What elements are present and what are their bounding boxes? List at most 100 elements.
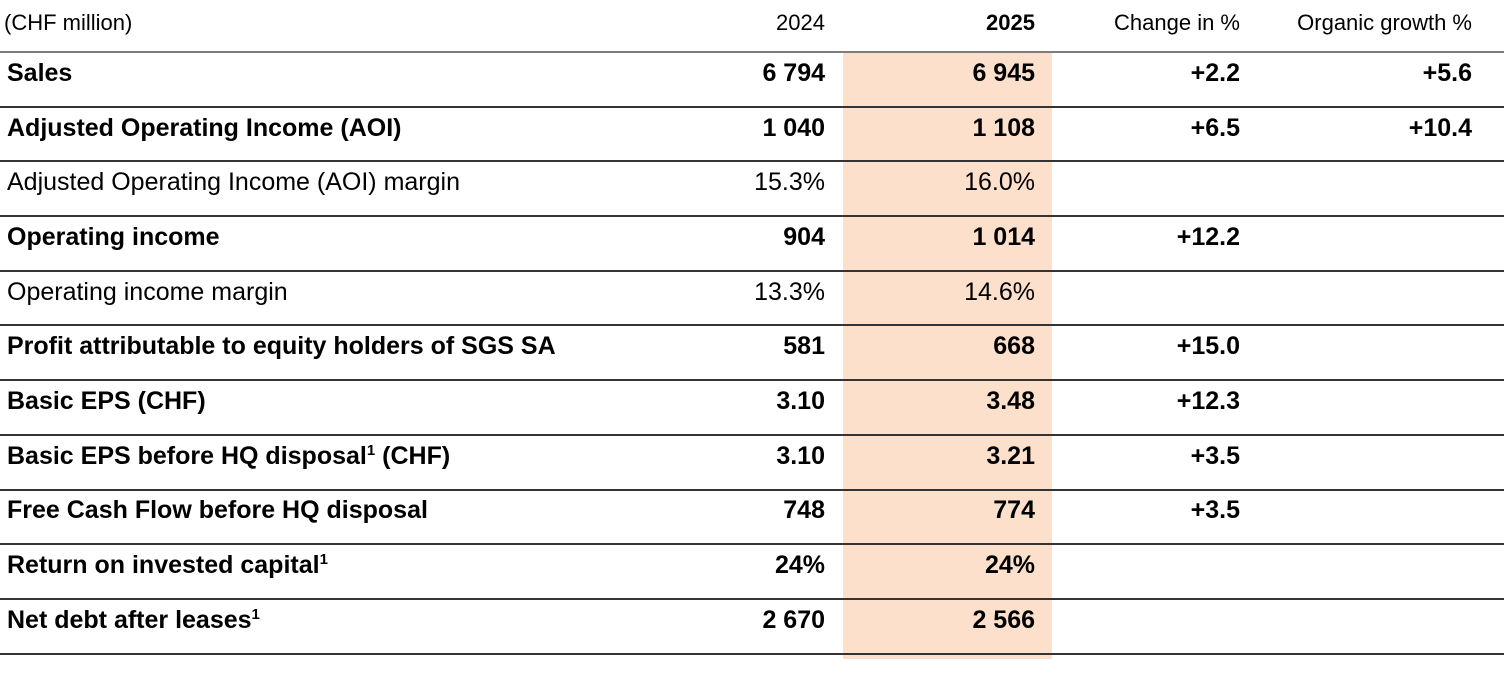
gap-cell <box>825 325 843 382</box>
row-label: Operating income margin <box>7 277 288 306</box>
row-label: Basic EPS (CHF) <box>7 386 206 415</box>
organic-growth-cell <box>1240 161 1504 218</box>
value-2024-cell: 6 794 <box>712 52 825 108</box>
table-row: Basic EPS before HQ disposal1 (CHF) 3.10… <box>0 434 1504 491</box>
header-row: (CHF million) 2024 2025 Change in % Orga… <box>0 0 1504 53</box>
footnote-marker: 1 <box>251 605 260 623</box>
value-2025-cell: 2 566 <box>843 598 1052 655</box>
table-row: Basic EPS (CHF) 3.10 3.48 +12.3 <box>0 380 1504 436</box>
change-percent-cell: +12.2 <box>1052 216 1240 272</box>
table-row: Profit attributable to equity holders of… <box>0 325 1504 382</box>
table-header: (CHF million) 2024 2025 Change in % Orga… <box>0 0 1504 53</box>
footnote-marker: 1 <box>366 441 376 459</box>
value-2024-cell: 748 <box>712 489 825 546</box>
row-label-cell: Free Cash Flow before HQ disposal <box>0 489 712 546</box>
value-2025-cell: 1 014 <box>843 216 1052 272</box>
row-label-cell: Net debt after leases1 <box>0 598 712 655</box>
change-percent-cell: +6.5 <box>1052 106 1240 163</box>
organic-growth-cell <box>1240 544 1504 600</box>
table-row: Free Cash Flow before HQ disposal 748 77… <box>0 489 1504 546</box>
value-2025-cell: 16.0% <box>843 161 1052 218</box>
organic-growth-cell <box>1240 325 1504 382</box>
value-2025-cell: 6 945 <box>843 52 1052 108</box>
row-label: Net debt after leases <box>7 605 252 634</box>
table-row: Operating income margin 13.3% 14.6% <box>0 270 1504 327</box>
row-label-cell: Operating income margin <box>0 270 712 327</box>
row-label-cell: Basic EPS before HQ disposal1 (CHF) <box>0 434 712 491</box>
value-2024-cell: 24% <box>712 544 825 600</box>
change-percent-cell: +3.5 <box>1052 489 1240 546</box>
table-row: Adjusted Operating Income (AOI) 1 040 1 … <box>0 106 1504 163</box>
row-label-cell: Sales <box>0 52 712 108</box>
organic-growth-cell <box>1240 598 1504 655</box>
table-footer <box>0 653 1504 659</box>
change-percent-cell <box>1052 544 1240 600</box>
organic-growth-cell <box>1240 270 1504 327</box>
organic-growth-cell <box>1240 380 1504 436</box>
row-label-suffix: (CHF) <box>375 441 451 470</box>
gap-cell <box>825 161 843 218</box>
row-label-cell: Adjusted Operating Income (AOI) <box>0 106 712 163</box>
value-2024-cell: 2 670 <box>712 598 825 655</box>
gap-cell <box>825 106 843 163</box>
row-label: Sales <box>7 58 73 87</box>
value-2025-cell: 3.48 <box>843 380 1052 436</box>
unit-label: (CHF million) <box>0 0 712 53</box>
change-percent-cell <box>1052 598 1240 655</box>
gap-cell <box>825 598 843 655</box>
highlight-stub-row <box>0 653 1504 659</box>
value-2024-cell: 904 <box>712 216 825 272</box>
organic-growth-cell: +5.6 <box>1240 52 1504 108</box>
change-percent-cell: +15.0 <box>1052 325 1240 382</box>
value-2025-cell: 774 <box>843 489 1052 546</box>
change-percent-cell <box>1052 161 1240 218</box>
gap-cell <box>825 434 843 491</box>
row-label: Profit attributable to equity holders of… <box>7 332 556 361</box>
row-label: Basic EPS before HQ disposal <box>7 441 367 470</box>
value-2025-cell: 14.6% <box>843 270 1052 327</box>
table-row: Net debt after leases1 2 670 2 566 <box>0 598 1504 655</box>
table-body: Sales 6 794 6 945 +2.2 +5.6 Adjusted Ope… <box>0 52 1504 655</box>
value-2024-cell: 13.3% <box>712 270 825 327</box>
column-header-change: Change in % <box>1052 0 1240 53</box>
gap-cell <box>825 216 843 272</box>
gap-cell <box>825 52 843 108</box>
change-percent-cell: +12.3 <box>1052 380 1240 436</box>
row-label-cell: Profit attributable to equity holders of… <box>0 325 712 382</box>
value-2024-cell: 3.10 <box>712 434 825 491</box>
footnote-marker: 1 <box>319 551 328 569</box>
value-2025-cell: 3.21 <box>843 434 1052 491</box>
gap-cell <box>825 489 843 546</box>
gap-cell <box>825 380 843 436</box>
table-row: Sales 6 794 6 945 +2.2 +5.6 <box>0 52 1504 108</box>
column-header-2025: 2025 <box>843 0 1052 53</box>
column-header-organic-growth: Organic growth % <box>1240 0 1504 53</box>
row-label: Return on invested capital <box>7 551 320 580</box>
table-row: Adjusted Operating Income (AOI) margin 1… <box>0 161 1504 218</box>
table-row: Operating income 904 1 014 +12.2 <box>0 216 1504 272</box>
value-2024-cell: 581 <box>712 325 825 382</box>
gap-cell <box>825 544 843 600</box>
row-label: Free Cash Flow before HQ disposal <box>7 496 428 525</box>
row-label-cell: Return on invested capital1 <box>0 544 712 600</box>
table-row: Return on invested capital1 24% 24% <box>0 544 1504 600</box>
organic-growth-cell <box>1240 489 1504 546</box>
row-label: Operating income <box>7 222 220 251</box>
value-2025-cell: 668 <box>843 325 1052 382</box>
row-label: Adjusted Operating Income (AOI) margin <box>7 168 460 197</box>
highlight-column-stub <box>843 653 1052 659</box>
change-percent-cell <box>1052 270 1240 327</box>
organic-growth-cell: +10.4 <box>1240 106 1504 163</box>
row-label-cell: Adjusted Operating Income (AOI) margin <box>0 161 712 218</box>
organic-growth-cell <box>1240 216 1504 272</box>
row-label: Adjusted Operating Income (AOI) <box>7 113 402 142</box>
value-2024-cell: 1 040 <box>712 106 825 163</box>
value-2025-cell: 24% <box>843 544 1052 600</box>
change-percent-cell: +3.5 <box>1052 434 1240 491</box>
value-2025-cell: 1 108 <box>843 106 1052 163</box>
gap-cell <box>825 270 843 327</box>
column-header-2024: 2024 <box>712 0 825 53</box>
row-label-cell: Operating income <box>0 216 712 272</box>
value-2024-cell: 15.3% <box>712 161 825 218</box>
